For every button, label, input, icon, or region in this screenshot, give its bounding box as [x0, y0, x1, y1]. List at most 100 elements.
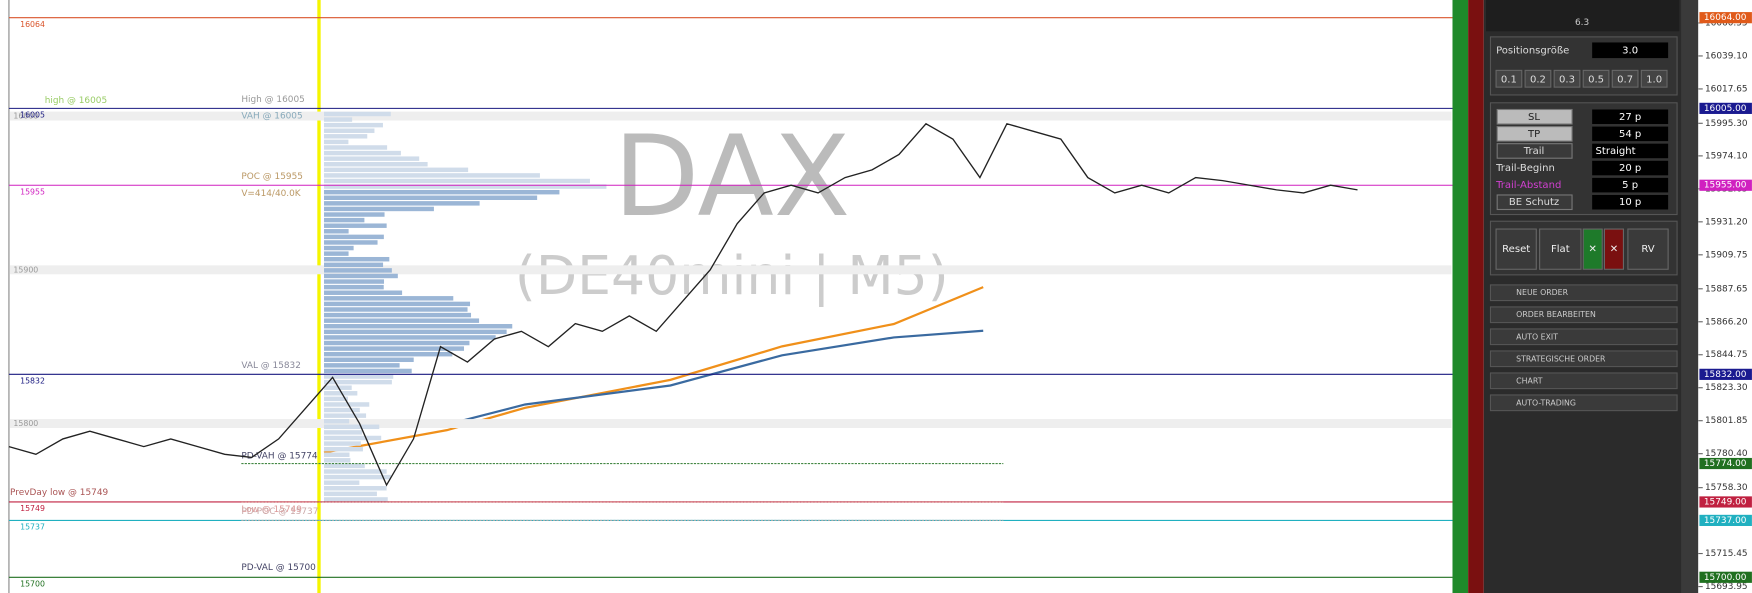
- volume-profile-bar: [324, 145, 387, 149]
- volume-profile-bar: [324, 408, 360, 412]
- volume-profile-bar: [324, 335, 496, 339]
- level-annotation: POC @ 15955: [241, 172, 303, 182]
- watermark-symbol: DAX: [613, 112, 850, 242]
- volume-profile-bar: [324, 447, 363, 451]
- axis-tick-label: 15909.75: [1705, 250, 1748, 260]
- session-marker: [317, 0, 320, 593]
- volume-profile-bar: [324, 162, 428, 166]
- volume-profile-bar: [324, 302, 470, 306]
- axis-tick-label: 15974.10: [1705, 151, 1748, 161]
- level-annotation: V=414/40.0K: [241, 189, 301, 199]
- volume-profile-bar: [324, 123, 383, 127]
- price-level-label: 15700: [20, 579, 45, 588]
- axis-tick-label: 15823.30: [1705, 383, 1748, 393]
- price-tag-label: 15700.00: [1704, 573, 1747, 583]
- volume-profile-bar: [324, 374, 393, 378]
- volume-profile-bar: [324, 268, 392, 272]
- volume-profile-bar: [324, 240, 378, 244]
- volume-profile-bar: [324, 235, 384, 239]
- round-level-label: 15900: [13, 265, 38, 274]
- level-annotation: VAL @ 15832: [241, 361, 301, 371]
- round-level-band: [10, 419, 1451, 428]
- volume-profile-bar: [324, 207, 434, 211]
- volume-profile-bar: [324, 212, 385, 216]
- axis-tick-label: 15931.20: [1705, 217, 1748, 227]
- level-annotation: PD-VAL @ 15700: [241, 563, 316, 573]
- quick-size-label: 0.2: [1530, 74, 1546, 85]
- menu-label: AUTO-TRADING: [1516, 398, 1576, 407]
- row-value: 10 p: [1619, 197, 1641, 208]
- volume-profile-bar: [324, 318, 479, 322]
- price-tag-label: 15737.00: [1704, 516, 1747, 526]
- row-label: Trail: [1523, 146, 1545, 157]
- price-level-label: 15749: [20, 504, 45, 513]
- price-tag-label: 15955.00: [1704, 181, 1747, 191]
- volume-profile-bar: [324, 140, 348, 144]
- volume-profile-bar: [324, 486, 387, 490]
- menu-label: STRATEGISCHE ORDER: [1516, 354, 1606, 363]
- volume-profile-bar: [324, 425, 379, 429]
- panel-gutter: [1682, 0, 1699, 593]
- menu-label: ORDER BEARBEITEN: [1516, 310, 1596, 319]
- volume-profile-bar: [324, 475, 391, 479]
- level-annotation: PD-POC @ 15737: [241, 507, 318, 517]
- quick-size-label: 0.7: [1617, 74, 1633, 85]
- level-annotation: VAH @ 16005: [241, 112, 302, 122]
- axis-tick-label: 15780.40: [1705, 449, 1748, 459]
- volume-profile-bar: [324, 413, 366, 417]
- volume-profile-bar: [324, 296, 453, 300]
- volume-profile-bar: [324, 263, 383, 267]
- level-annotation: High @ 16005: [241, 95, 304, 105]
- volume-profile-bar: [324, 112, 391, 116]
- row-label: Trail-Beginn: [1495, 163, 1555, 174]
- volume-profile-bar: [324, 156, 419, 160]
- volume-profile-bar: [324, 134, 367, 138]
- axis-tick-label: 15844.75: [1705, 350, 1748, 360]
- volume-profile-bar: [324, 128, 374, 132]
- row-label: Trail-Abstand: [1495, 180, 1561, 191]
- volume-profile-bar: [324, 492, 377, 496]
- price-tag-label: 16064.00: [1704, 13, 1747, 23]
- volume-profile-bar: [324, 324, 512, 328]
- row-value: 5 p: [1622, 180, 1638, 191]
- trading-screen: DAX (DE40mini | M5) 6.3 Positionsgröße 3…: [0, 0, 1752, 593]
- volume-profile-bar: [324, 453, 349, 457]
- row-label: SL: [1528, 112, 1540, 123]
- quick-size-label: 0.1: [1501, 74, 1517, 85]
- volume-profile-bar: [324, 251, 349, 255]
- price-level-label: 15737: [20, 523, 45, 532]
- volume-profile-bar: [324, 469, 387, 473]
- price-tag-label: 15774.00: [1704, 459, 1747, 469]
- volume-profile-bar: [324, 285, 384, 289]
- ratio: 6.3: [1575, 18, 1589, 28]
- axis-tick-label: 15758.30: [1705, 483, 1748, 493]
- axis-tick-label: 16017.65: [1705, 84, 1748, 94]
- volume-profile-bar: [324, 436, 381, 440]
- price-level-label: 16005: [20, 111, 45, 120]
- volume-profile-bar: [324, 402, 369, 406]
- axis-tick-label: 15887.65: [1705, 284, 1748, 294]
- quick-size-label: 0.5: [1588, 74, 1604, 85]
- price-level-label: 16064: [20, 20, 45, 29]
- volume-profile-bar: [324, 279, 384, 283]
- buy-volume-bar: [1452, 0, 1468, 593]
- axis-tick-label: 15801.85: [1705, 416, 1748, 426]
- volume-profile-bar: [324, 363, 400, 367]
- volume-profile-bar: [324, 480, 359, 484]
- volume-profile-bar: [324, 218, 364, 222]
- volume-profile-bar: [324, 458, 350, 462]
- menu-label: NEUE ORDER: [1516, 288, 1568, 297]
- axis-tick-label: 15693.95: [1705, 582, 1748, 592]
- volume-profile-bar: [324, 441, 361, 445]
- volume-profile-bar: [324, 229, 349, 233]
- scaled-root: DAX (DE40mini | M5) 6.3 Positionsgröße 3…: [0, 0, 1752, 593]
- volume-profile-bar: [324, 196, 537, 200]
- round-level-label: 15800: [13, 419, 38, 428]
- volume-profile-bar: [324, 330, 507, 334]
- price-level-label: 15832: [20, 377, 45, 386]
- volume-profile-bar: [324, 257, 389, 261]
- row-value: Straight: [1596, 146, 1636, 157]
- sell-volume-bar: [1468, 0, 1484, 593]
- volume-profile-bar: [324, 274, 398, 278]
- volume-profile-bar: [324, 307, 468, 311]
